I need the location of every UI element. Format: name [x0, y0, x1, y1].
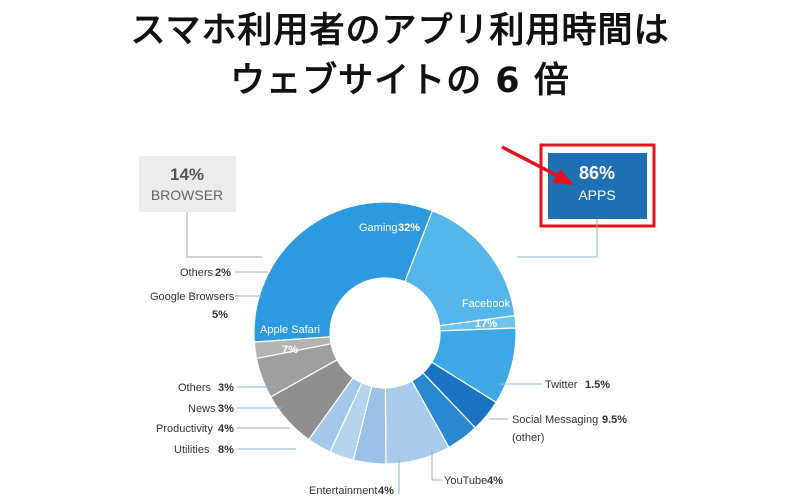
label-productivity-value: 4% [218, 423, 234, 435]
browser-leader-line [186, 212, 262, 258]
browser-callout-pct: 14% [170, 165, 204, 184]
label-google-browsers-value: 5% [212, 309, 228, 321]
label-google-browsers-name: Google Browsers [150, 291, 235, 303]
label-entertainment-value: 4% [378, 485, 394, 497]
label-others-apps-name: Others [178, 382, 212, 394]
label-others-browser-value: 2% [215, 267, 231, 279]
label-utilities-name: Utilities [174, 444, 210, 456]
label-social-messaging-name: Social Messaging [512, 414, 598, 426]
label-youtube-value: 4% [487, 475, 503, 487]
label-facebook-value: 17% [475, 318, 497, 330]
label-entertainment-name: Entertainment [309, 485, 377, 497]
label-others-apps-value: 3% [218, 382, 234, 394]
apps-callout-pct: 86% [579, 163, 615, 183]
apps-leader-line [517, 219, 598, 258]
label-twitter-value: 1.5% [585, 379, 610, 391]
browser-callout-label: BROWSER [151, 187, 223, 203]
page-title-line1: スマホ利用者のアプリ利用時間は [130, 11, 670, 51]
label-safari-name: Apple Safari [260, 324, 320, 336]
page-title-line2: ウェブサイトの 6 倍 [230, 61, 570, 101]
label-others-browser-name: Others [180, 267, 214, 279]
label-twitter-name: Twitter [545, 379, 578, 391]
arrow-shaft [501, 145, 561, 179]
label-social-messaging-value: 9.5% [602, 414, 627, 426]
label-productivity-name: Productivity [156, 423, 213, 435]
label-facebook-name: Facebook [462, 298, 511, 310]
apps-callout-label: APPS [578, 187, 615, 203]
label-youtube-name: YouTube [444, 475, 487, 487]
label-utilities-value: 8% [218, 444, 234, 456]
label-news-name: News [188, 403, 216, 415]
label-gaming-value: 32% [398, 222, 420, 234]
arrow-icon [552, 169, 574, 185]
label-news-value: 3% [218, 403, 234, 415]
label-social-messaging-note: (other) [512, 432, 544, 444]
browser-callout-box [139, 156, 236, 212]
leader-youtube [431, 450, 442, 481]
label-gaming-name: Gaming [359, 222, 398, 234]
donut-hole [330, 278, 440, 388]
label-safari-value: 7% [282, 344, 298, 356]
apps-callout-box [548, 153, 647, 219]
slice-group [253, 201, 517, 465]
